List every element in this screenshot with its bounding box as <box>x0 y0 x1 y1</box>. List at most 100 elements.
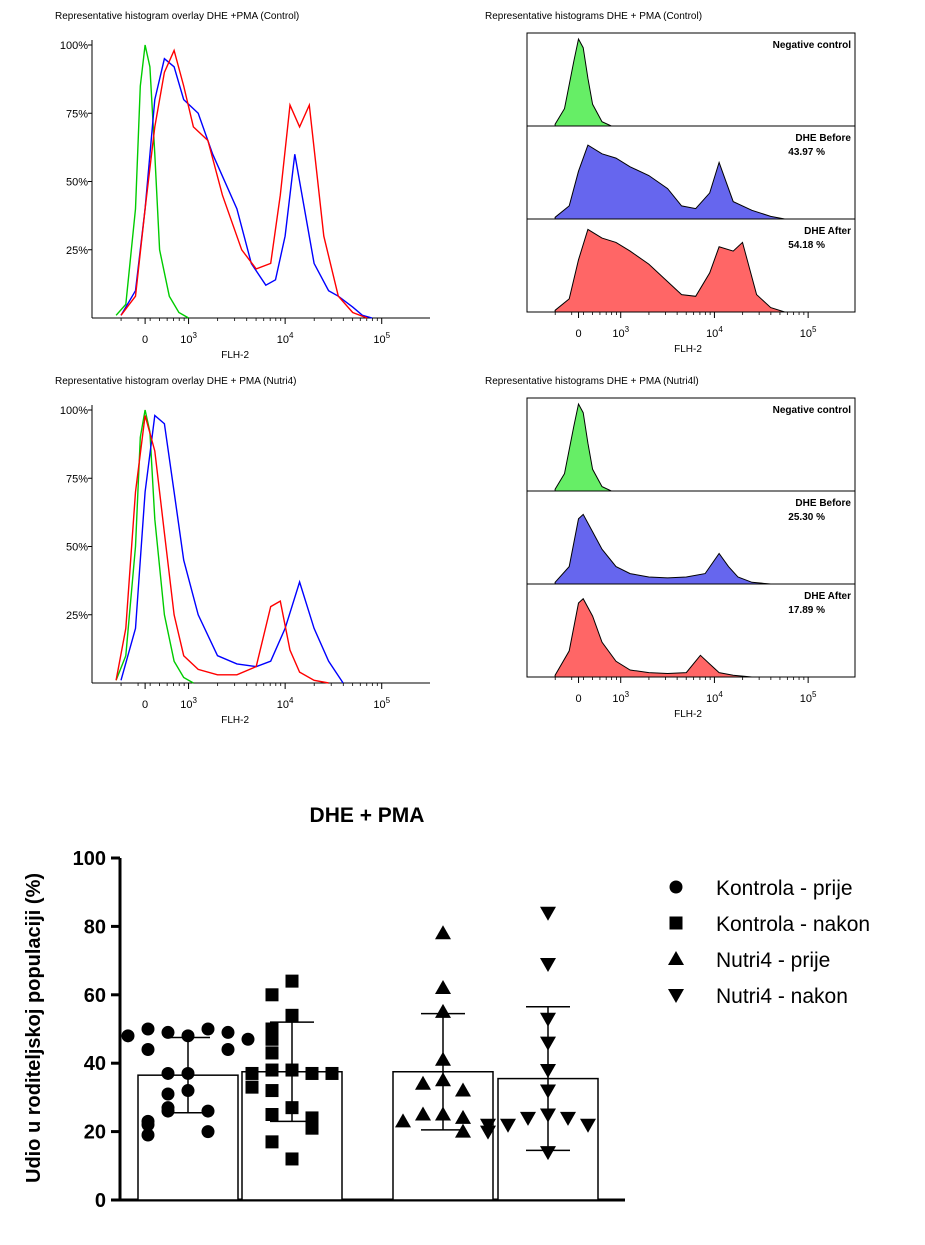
panel-label: DHE After <box>804 591 851 602</box>
data-point <box>141 1128 155 1142</box>
data-point <box>285 974 299 988</box>
data-point <box>455 1123 471 1138</box>
x-tick-label: 103 <box>180 331 197 346</box>
x-tick-label: 105 <box>800 690 817 705</box>
x-tick-label: 103 <box>612 325 629 340</box>
x-tick-label: 104 <box>706 690 723 705</box>
data-point <box>435 1003 451 1018</box>
overlay-title: Representative histogram overlay DHE + P… <box>55 376 296 387</box>
y-axis-label: Udio u roditeljskoj populaciji (%) <box>23 873 45 1183</box>
y-tick-label: 75% <box>66 473 88 485</box>
panel-label: Negative control <box>773 405 852 416</box>
data-point <box>540 958 556 973</box>
data-point <box>201 1104 215 1118</box>
histogram-line-0 <box>115 44 189 319</box>
data-point <box>540 1064 556 1079</box>
data-point <box>265 988 279 1002</box>
data-point <box>415 1075 431 1090</box>
data-point <box>181 1029 195 1043</box>
legend-label: Nutri4 - nakon <box>716 985 848 1008</box>
data-point <box>161 1087 175 1101</box>
data-point <box>520 1111 536 1126</box>
data-point <box>141 1118 155 1132</box>
legend-marker <box>669 880 683 894</box>
stacked-title: Representative histograms DHE + PMA (Con… <box>485 11 702 22</box>
overlay-title: Representative histogram overlay DHE +PM… <box>55 11 299 22</box>
data-point <box>241 1032 255 1046</box>
data-point <box>201 1125 215 1139</box>
x-axis-label: FLH-2 <box>674 709 702 720</box>
x-axis-label: FLH-2 <box>221 350 249 361</box>
data-point <box>305 1111 319 1125</box>
panel-percentage: 43.97 % <box>788 147 825 158</box>
x-tick-label: 105 <box>373 331 390 346</box>
panel-percentage: 54.18 % <box>788 240 825 251</box>
y-tick-label: 40 <box>84 1053 106 1075</box>
data-point <box>245 1066 259 1080</box>
histogram-line-2 <box>115 415 329 684</box>
data-point <box>265 1135 279 1149</box>
x-tick-label: 105 <box>373 696 390 711</box>
data-point <box>285 1008 299 1022</box>
x-tick-label: 0 <box>142 334 148 346</box>
histogram-area-1 <box>554 513 771 585</box>
y-tick-label: 60 <box>84 985 106 1007</box>
data-point <box>285 1101 299 1115</box>
histogram-area-1 <box>554 144 785 220</box>
data-point <box>455 1082 471 1097</box>
y-tick-label: 100% <box>60 405 88 417</box>
y-tick-label: 100 <box>73 848 106 870</box>
data-point <box>141 1022 155 1036</box>
data-point <box>265 1032 279 1046</box>
panel-label: DHE Before <box>795 498 851 509</box>
x-axis-label: FLH-2 <box>221 715 249 726</box>
legend-label: Kontrola - prije <box>716 877 853 900</box>
histogram-area-0 <box>554 402 612 492</box>
data-point <box>221 1043 235 1057</box>
legend-marker <box>668 951 684 965</box>
x-axis-label: FLH-2 <box>674 344 702 355</box>
data-point <box>265 1108 279 1121</box>
y-tick-label: 100% <box>60 40 88 52</box>
legend-label: Nutri4 - prije <box>716 949 830 972</box>
data-point <box>540 1146 556 1161</box>
y-tick-label: 20 <box>84 1122 106 1144</box>
data-point <box>265 1022 279 1036</box>
data-point <box>161 1104 175 1118</box>
data-point <box>540 1084 556 1099</box>
x-tick-label: 0 <box>575 693 581 705</box>
data-point <box>161 1066 175 1080</box>
data-point <box>325 1066 339 1080</box>
data-point <box>435 979 451 994</box>
x-tick-label: 105 <box>800 325 817 340</box>
data-point <box>161 1025 175 1039</box>
bar-chart-title: DHE + PMA <box>310 804 425 827</box>
data-point <box>201 1022 215 1036</box>
y-tick-label: 0 <box>95 1190 106 1212</box>
y-tick-label: 75% <box>66 108 88 120</box>
panel-label: DHE After <box>804 226 851 237</box>
histogram-line-2 <box>120 48 368 319</box>
y-tick-label: 25% <box>66 245 88 257</box>
histogram-area-2 <box>554 228 785 313</box>
data-point <box>245 1080 259 1094</box>
data-point <box>435 1106 451 1121</box>
data-point <box>580 1118 596 1133</box>
data-point <box>305 1066 319 1080</box>
data-point <box>435 1051 451 1066</box>
data-point <box>480 1125 496 1140</box>
panel-percentage: 17.89 % <box>788 605 825 616</box>
x-tick-label: 104 <box>277 696 294 711</box>
data-point <box>455 1109 471 1124</box>
data-point <box>500 1118 516 1133</box>
data-point <box>181 1084 195 1098</box>
x-tick-label: 103 <box>180 696 197 711</box>
panel-percentage: 25.30 % <box>788 512 825 523</box>
x-tick-label: 0 <box>142 699 148 711</box>
data-point <box>265 1046 279 1060</box>
data-point <box>305 1121 319 1135</box>
data-point <box>415 1106 431 1121</box>
panel-label: DHE Before <box>795 133 851 144</box>
data-point <box>435 1072 451 1087</box>
